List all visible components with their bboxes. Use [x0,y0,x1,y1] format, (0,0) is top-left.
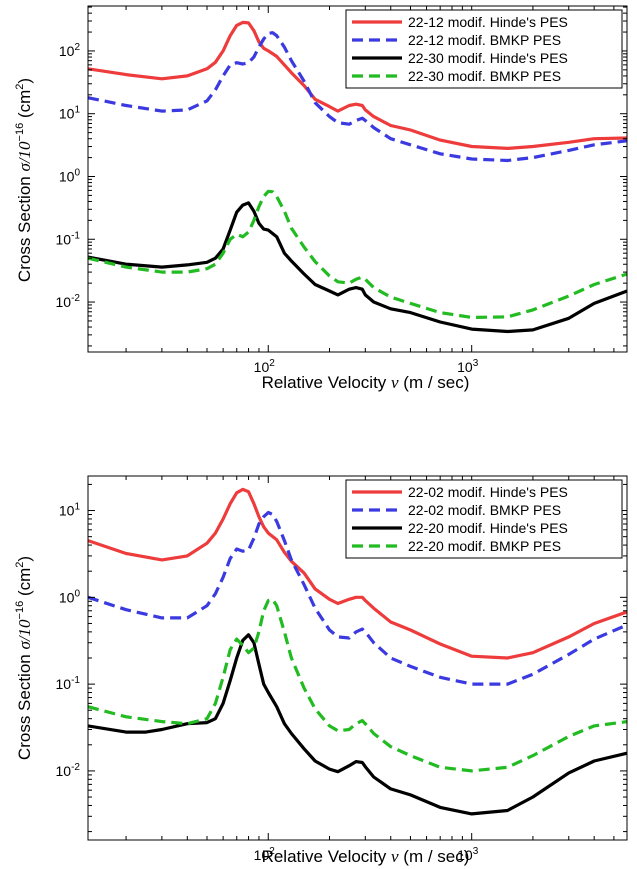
y-axis-unit-open: (cm [15,90,34,123]
series-group [88,487,627,816]
y-tick-label: 10-1 [56,675,81,692]
series-line-1 [88,20,627,150]
y-tick-base: 10 [56,294,72,310]
legend-label-2: 22-02 modif. BMKP PES [408,502,561,518]
y-tick-base: 10 [56,763,72,779]
y-tick-label: 101 [59,105,81,122]
series-line-3 [88,633,627,816]
x-axis-title: Relative Velocity v (m / sec) [262,373,470,392]
x-tick-base: 10 [457,359,473,375]
x-axis-unit: (m / sec) [399,373,470,392]
x-tick-exp: 2 [269,846,275,857]
y-tick-base: 10 [59,106,75,122]
legend-label-3: 22-30 modif. Hinde's PES [408,50,568,66]
y-axis-title: Cross Section σ/10−16 (cm2) [14,78,34,282]
y-tick-label: 10-2 [56,293,81,310]
legend-label-4: 22-30 modif. BMKP PES [408,68,561,84]
series-group [88,20,627,334]
series-line-1 [88,487,627,660]
y-tick-exp: 0 [74,588,80,599]
y-tick-label: 10-1 [56,230,81,247]
y-axis-title-text: Cross Section [15,650,34,761]
x-axis-title-text: Relative Velocity [262,847,391,866]
legend-label-1: 22-02 modif. Hinde's PES [408,484,568,500]
y-axis-unit-close: ) [15,556,34,562]
y-tick-base: 10 [59,43,75,59]
x-tick-label: 102 [254,846,276,863]
series-line-2 [88,510,627,686]
y-tick-exp: -1 [71,675,80,686]
y-tick-base: 10 [59,589,75,605]
series-line-3 [88,201,627,334]
y-axis-title: Cross Section σ/10−16 (cm2) [14,556,34,760]
y-tick-exp: -1 [71,230,80,241]
x-axis-symbol: v [391,847,399,866]
x-tick-exp: 3 [473,358,479,369]
legend-label-1: 22-12 modif. Hinde's PES [408,14,568,30]
y-axis-unit-open: (cm [15,568,34,601]
y-axis-unit-power: 2 [14,562,26,568]
y-axis-exponent: −16 [14,601,26,620]
x-tick-base: 10 [254,359,270,375]
x-tick-base: 10 [457,847,473,863]
x-tick-label: 102 [254,358,276,375]
y-tick-exp: 1 [74,502,80,513]
y-tick-label: 10-2 [56,762,81,779]
y-axis-unit-close: ) [15,78,34,84]
y-axis-title-text: Cross Section [15,172,34,283]
x-axis-symbol: v [391,373,399,392]
y-axis-symbol: σ/10 [15,619,34,650]
y-tick-base: 10 [59,168,75,184]
x-axis-title-text: Relative Velocity [262,373,391,392]
legend-label-2: 22-12 modif. BMKP PES [408,32,561,48]
y-tick-exp: 2 [74,42,80,53]
legend: 22-12 modif. Hinde's PES 22-12 modif. BMK… [345,9,623,89]
y-tick-exp: 0 [74,167,80,178]
x-tick-exp: 2 [269,358,275,369]
y-tick-label: 101 [59,502,81,519]
x-axis-unit: (m / sec) [399,847,470,866]
series-line-4 [88,597,627,773]
legend-label-4: 22-20 modif. BMKP PES [408,538,561,554]
series-line-4 [88,189,627,319]
y-tick-label: 100 [59,167,81,184]
series-line-2 [88,31,627,163]
y-tick-base: 10 [56,231,72,247]
x-tick-label: 103 [457,846,479,863]
legend: 22-02 modif. Hinde's PES 22-02 modif. BMK… [345,479,623,559]
x-tick-base: 10 [254,847,270,863]
y-tick-label: 102 [59,42,81,59]
y-tick-exp: -2 [71,293,80,304]
x-axis-title: Relative Velocity v (m / sec) [262,847,470,866]
y-tick-exp: 1 [74,105,80,116]
legend-label-3: 22-20 modif. Hinde's PES [408,520,568,536]
y-tick-label: 100 [59,588,81,605]
y-axis-unit-power: 2 [14,84,26,90]
y-tick-base: 10 [56,676,72,692]
y-tick-exp: -2 [71,762,80,773]
y-axis-exponent: −16 [14,123,26,142]
y-tick-base: 10 [59,503,75,519]
x-tick-exp: 3 [473,846,479,857]
x-tick-label: 103 [457,358,479,375]
y-axis-symbol: σ/10 [15,141,34,172]
